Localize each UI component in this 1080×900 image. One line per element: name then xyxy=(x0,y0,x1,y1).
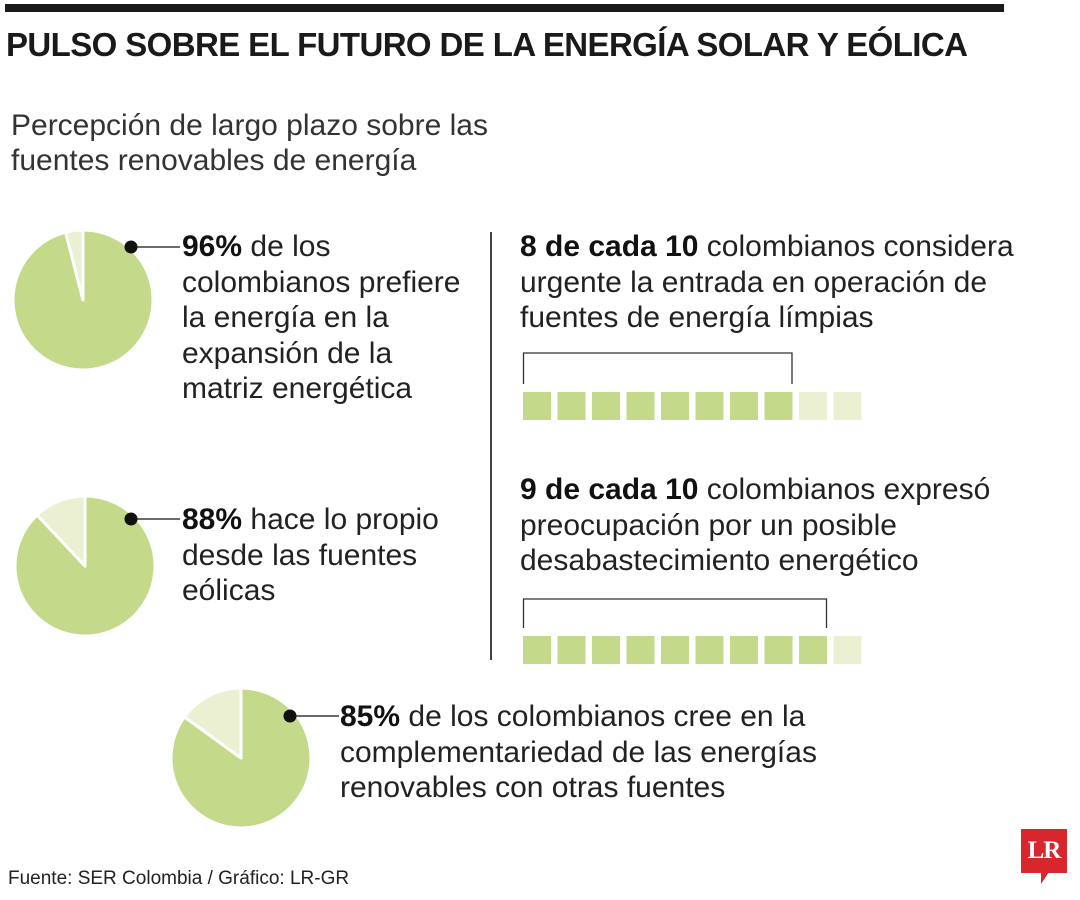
pictogram-bracket xyxy=(522,352,793,384)
connector-solar xyxy=(124,240,180,254)
stat-eolica: 88% hace lo propio desde las fuentes eól… xyxy=(182,502,442,609)
stat-solar: 96% de los colombianos prefiere la energ… xyxy=(182,229,482,407)
stat-urgente-value: 8 de cada 10 xyxy=(520,230,699,263)
pictogram-box-filled xyxy=(626,636,655,664)
pictogram-box-filled xyxy=(661,392,689,420)
pictogram-box-filled xyxy=(592,636,620,664)
pie-chart-eolica xyxy=(13,494,157,638)
pictogram-box-filled xyxy=(557,392,586,420)
lr-logo: LR xyxy=(1021,829,1067,873)
pictogram-box-filled xyxy=(730,636,758,664)
stat-desabastecimiento-text: colombianos expresó preocupación por un … xyxy=(520,473,991,577)
stat-desabastecimiento-value: 9 de cada 10 xyxy=(520,473,699,506)
pictogram-desabastecimiento xyxy=(522,598,862,664)
pictogram-box-filled xyxy=(695,392,724,420)
stat-desabastecimiento: 9 de cada 10 colombianos expresó preocup… xyxy=(520,472,1070,579)
pictogram-box-filled xyxy=(799,636,827,664)
top-rule xyxy=(5,4,1004,12)
pictogram-box-filled xyxy=(695,636,724,664)
pictogram-box-filled xyxy=(626,392,655,420)
pictogram-box-filled xyxy=(661,636,689,664)
pie-slice-rest xyxy=(64,228,85,302)
subtitle: Percepción de largo plazo sobre las fuen… xyxy=(11,109,488,177)
vertical-divider xyxy=(490,232,492,660)
pictogram-box-empty xyxy=(833,392,862,420)
pictogram-box-filled xyxy=(592,392,620,420)
pictogram-box-filled xyxy=(523,392,551,420)
stat-complementariedad: 85% de los colombianos cree en la comple… xyxy=(340,699,900,806)
connector-complementariedad xyxy=(283,709,339,723)
pie-chart-solar xyxy=(11,228,155,372)
page-title: PULSO SOBRE EL FUTURO DE LA ENERGÍA SOLA… xyxy=(6,26,968,63)
pictogram-urgente xyxy=(522,352,862,420)
pictogram-bracket xyxy=(522,598,828,628)
stat-eolica-text: hace lo propio desde las fuentes eólicas xyxy=(182,503,439,607)
source-credit: Fuente: SER Colombia / Gráfico: LR-GR xyxy=(8,868,350,889)
pictogram-box-filled xyxy=(523,636,551,664)
pie-chart-complementariedad xyxy=(169,686,313,830)
stat-complementariedad-text: de los colombianos cree en la complement… xyxy=(340,700,817,804)
stat-complementariedad-value: 85% xyxy=(340,700,401,733)
pictogram-box-filled xyxy=(764,392,793,420)
stat-solar-text: de los colombianos prefiere la energía e… xyxy=(182,230,461,405)
stat-urgente: 8 de cada 10 colombianos considera urgen… xyxy=(520,229,1070,336)
pie-slice-rest xyxy=(35,494,87,568)
pictogram-box-filled xyxy=(730,392,758,420)
connector-eolica xyxy=(124,512,180,526)
stat-solar-value: 96% xyxy=(182,230,243,263)
stat-eolica-value: 88% xyxy=(182,503,243,536)
lr-logo-tail xyxy=(1041,872,1049,884)
pie-slice-rest xyxy=(182,686,243,760)
pictogram-box-empty xyxy=(833,636,862,664)
lr-logo-text: LR xyxy=(1027,837,1062,864)
pictogram-box-empty xyxy=(799,392,827,420)
pictogram-box-filled xyxy=(557,636,586,664)
stat-urgente-text: colombianos considera urgente la entrada… xyxy=(520,230,1014,334)
pictogram-box-filled xyxy=(764,636,793,664)
